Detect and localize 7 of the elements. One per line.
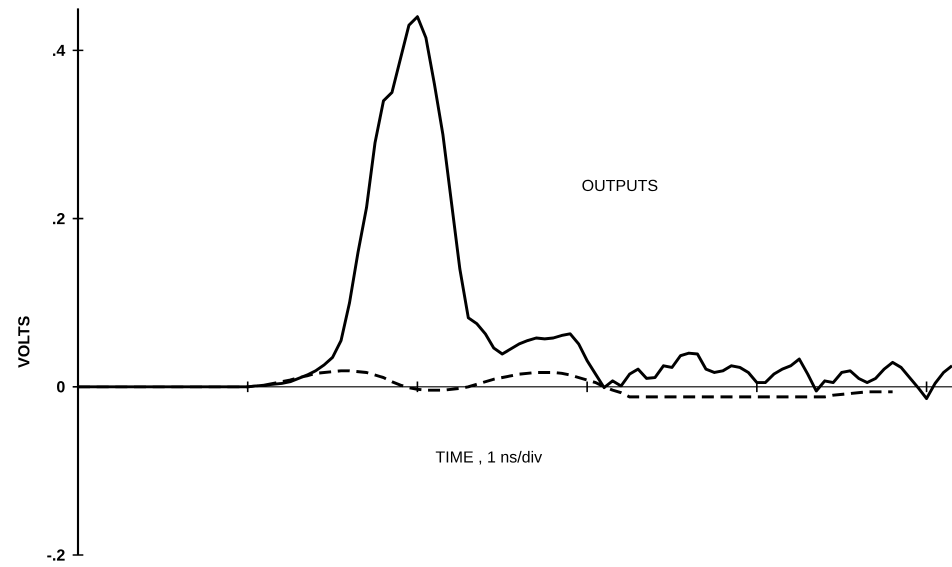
y-tick-label: 0 <box>57 381 65 392</box>
y-tick-label: .4 <box>53 44 66 56</box>
y-axis-title: VOLTS <box>18 316 30 368</box>
annotation: OUTPUTS <box>582 180 658 192</box>
y-tick-label: .2 <box>53 213 65 224</box>
y-tick-label: -.2 <box>47 549 65 561</box>
x-axis-title: TIME , 1 ns/div <box>436 450 542 465</box>
